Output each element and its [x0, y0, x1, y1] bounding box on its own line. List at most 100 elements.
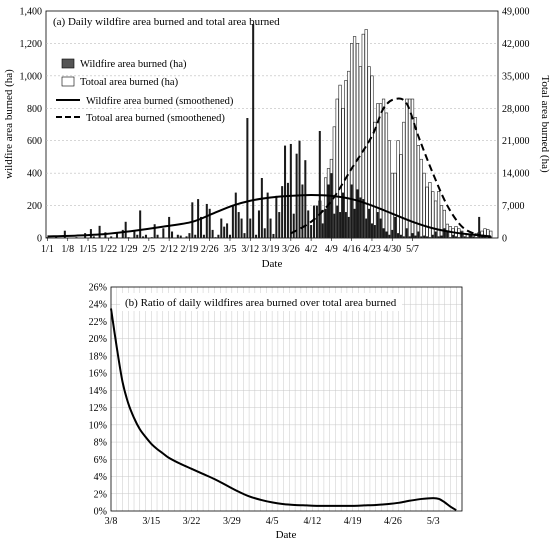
- chart-a-wildfire-bar: [286, 182, 289, 238]
- chart-a-total-bar: [390, 172, 394, 239]
- chart-b: (b) Ratio of daily wildfires area burned…: [89, 283, 463, 541]
- chart-a-wildfire-bar: [179, 235, 182, 238]
- chart-a-wildfire-bar: [466, 237, 469, 238]
- chart-a-x-tick-label: 5/7: [406, 244, 419, 255]
- chart-a-wildfire-bar: [460, 231, 463, 238]
- chart-b-x-tick-label: 4/5: [266, 516, 279, 527]
- chart-a-wildfire-bar: [382, 228, 385, 238]
- chart-a-wildfire-bar: [472, 236, 475, 238]
- chart-a-y-tick-label: 1,000: [20, 71, 43, 82]
- chart-a-wildfire-bar: [269, 218, 272, 238]
- chart-a-y-tick-label: 800: [27, 104, 42, 115]
- chart-a-wildfire-bar: [98, 225, 101, 238]
- chart-a-x-label: Date: [262, 258, 283, 270]
- chart-a-wildfire-bar: [208, 208, 211, 238]
- chart-a-wildfire-bar: [249, 218, 252, 238]
- chart-a-wildfire-bar: [469, 234, 472, 238]
- chart-a-x-tick-label: 1/8: [61, 244, 74, 255]
- chart-a-wildfire-bar: [281, 186, 284, 238]
- chart-a-legend: Wildfire area burned (ha) Totoal area bu…: [56, 58, 234, 124]
- chart-a-wildfire-bar: [405, 228, 408, 238]
- chart-a-wildfire-bar: [156, 234, 159, 238]
- chart-a-wildfire-bar: [301, 184, 304, 238]
- chart-b-x-tick-label: 3/15: [142, 516, 160, 527]
- legend-label-total-smooth: Totoal area burned (smoothened): [86, 113, 225, 124]
- chart-a-y-tick-label: 600: [27, 136, 42, 147]
- chart-a-y2-tick-label: 14,000: [502, 169, 530, 180]
- chart-a-total-bar: [431, 191, 435, 239]
- chart-a-wildfire-bar: [205, 203, 208, 238]
- chart-a-x-tick-label: 3/5: [224, 244, 237, 255]
- chart-a: 0 200 400 600 800 1,000 1,200 1,400 0 7,000 14,00…: [3, 7, 550, 271]
- chart-b-y-tick-label: 6%: [94, 455, 107, 466]
- chart-a-wildfire-bar: [55, 236, 58, 238]
- chart-a-wildfire-bar: [168, 216, 171, 238]
- chart-b-gridlines: [111, 287, 462, 511]
- chart-a-wildfire-bar: [483, 236, 486, 238]
- chart-a-wildfire-bar: [104, 232, 107, 238]
- chart-a-wildfire-bar: [226, 223, 229, 238]
- chart-a-wildfire-bar: [347, 216, 350, 238]
- chart-a-wildfire-bar: [127, 237, 130, 238]
- chart-a-x-tick-label: 1/15: [79, 244, 97, 255]
- chart-a-total-bar: [379, 103, 383, 239]
- chart-a-wildfire-bar: [144, 234, 147, 238]
- chart-a-wildfire-bar: [353, 208, 356, 238]
- chart-a-wildfire-bar: [289, 143, 292, 238]
- chart-a-wildfire-bar: [162, 228, 165, 238]
- chart-a-wildfire-bar: [379, 218, 382, 238]
- chart-a-wildfire-bar: [214, 237, 217, 238]
- chart-b-y-tick-label: 8%: [94, 438, 107, 449]
- chart-a-wildfire-bar: [197, 199, 200, 238]
- chart-a-wildfire-bar: [202, 234, 205, 238]
- chart-b-x-tick-label: 4/12: [304, 516, 322, 527]
- chart-a-wildfire-bar: [463, 236, 466, 238]
- chart-a-wildfire-bar: [431, 234, 434, 238]
- chart-a-x-tick-label: 1/1: [41, 244, 54, 255]
- chart-a-total-bar: [373, 121, 377, 239]
- chart-a-wildfire-bar: [153, 224, 156, 238]
- chart-a-wildfire-bar: [252, 23, 255, 238]
- chart-a-wildfire-bar: [394, 216, 397, 238]
- chart-a-wildfire-bar: [437, 236, 440, 238]
- chart-a-wildfire-bar: [333, 213, 336, 238]
- chart-a-total-bar: [422, 172, 426, 239]
- chart-a-wildfire-bar: [150, 237, 153, 238]
- chart-a-wildfire-bar: [356, 189, 359, 238]
- chart-a-wildfire-bar: [344, 212, 347, 238]
- chart-a-wildfire-bar: [63, 230, 66, 238]
- chart-b-y-tick-label: 22%: [89, 317, 107, 328]
- chart-a-wildfire-bars: [46, 23, 492, 238]
- chart-a-y2-tick-label: 28,000: [502, 104, 530, 115]
- chart-b-x-tick-label: 4/19: [344, 516, 362, 527]
- chart-a-wildfire-bar: [454, 236, 458, 238]
- chart-a-total-bar: [413, 117, 418, 239]
- chart-a-y-label: wildfire area burned (ha): [3, 69, 15, 179]
- chart-b-y-tick-label: 14%: [89, 386, 107, 397]
- chart-a-wildfire-bar: [278, 212, 281, 238]
- chart-b-y-tick-label: 10%: [89, 420, 107, 431]
- chart-a-title: (a) Daily wildfire area burned and total…: [53, 16, 280, 28]
- chart-a-wildfire-bar: [336, 205, 339, 238]
- chart-a-wildfire-bar: [243, 233, 246, 238]
- chart-a-x-tick-label: 4/23: [363, 244, 381, 255]
- chart-a-wildfire-bar: [110, 236, 113, 238]
- chart-a-wildfire-bar: [255, 234, 258, 238]
- chart-a-y-tick-label: 400: [27, 169, 42, 180]
- chart-b-y-tick-label: 20%: [89, 334, 107, 345]
- chart-b-y-tick-label: 24%: [89, 300, 107, 311]
- chart-a-wildfire-bar: [417, 231, 420, 238]
- chart-a-wildfire-bar: [443, 228, 446, 238]
- chart-a-wildfire-bar: [139, 210, 142, 238]
- chart-a-wildfire-bar: [246, 118, 249, 238]
- chart-a-x-tick-label: 4/30: [383, 244, 401, 255]
- chart-a-total-bar: [399, 154, 403, 239]
- chart-a-wildfire-smooth-line: [47, 194, 491, 238]
- chart-a-wildfire-bar: [420, 236, 423, 238]
- chart-a-total-bar: [387, 140, 391, 239]
- chart-a-x-tick-label: 1/22: [99, 244, 117, 255]
- chart-b-x-tick-label: 3/29: [223, 516, 241, 527]
- chart-a-wildfire-bar: [266, 192, 269, 238]
- chart-b-y-tick-label: 18%: [89, 351, 107, 362]
- chart-b-y-axis-ticks: 0% 2% 4% 6% 8% 10% 12% 14% 16% 18% 20% 22% 24% 26%: [89, 283, 107, 518]
